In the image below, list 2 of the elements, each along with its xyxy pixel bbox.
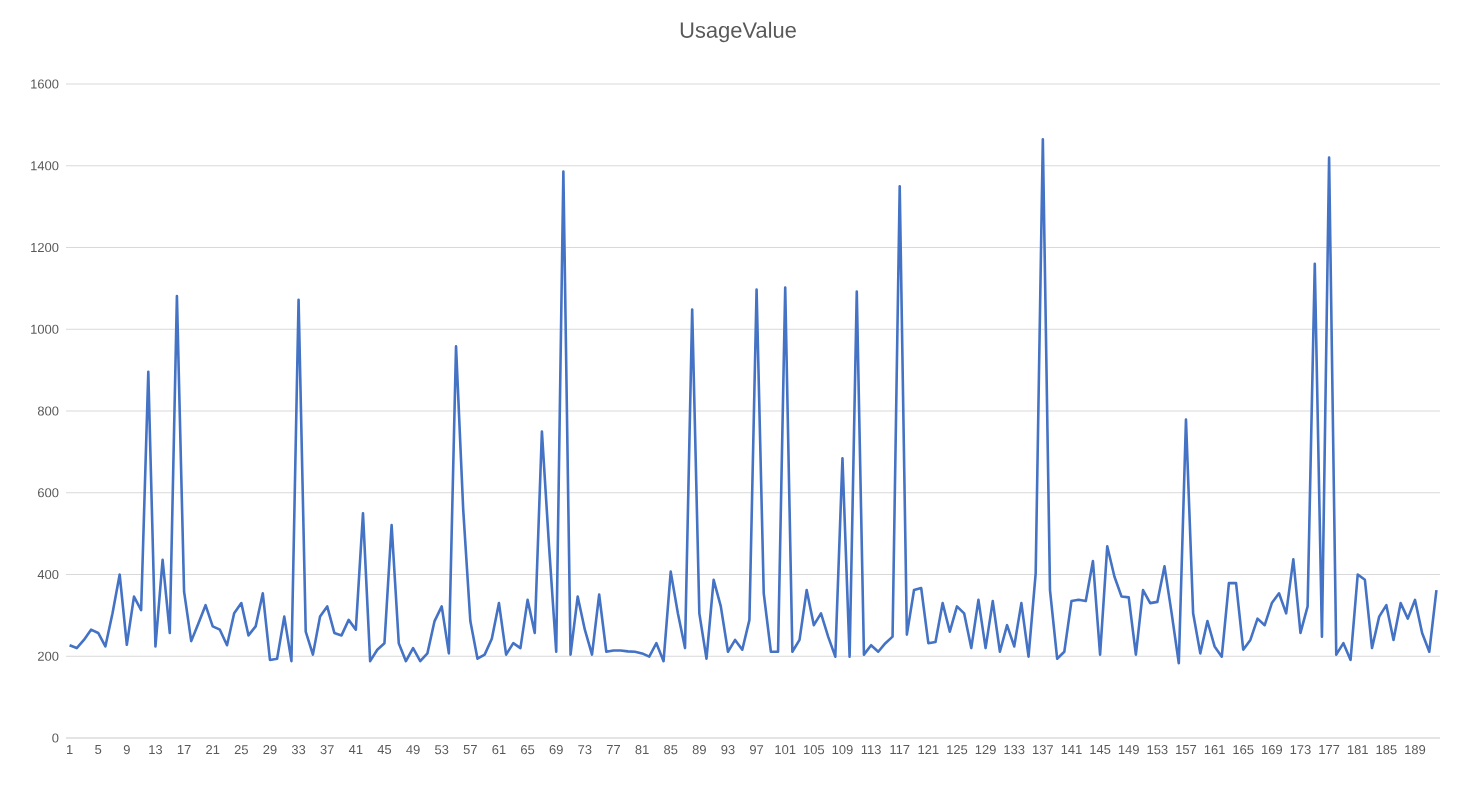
line-series — [68, 137, 1438, 665]
chart-title: UsageValue — [680, 21, 796, 43]
